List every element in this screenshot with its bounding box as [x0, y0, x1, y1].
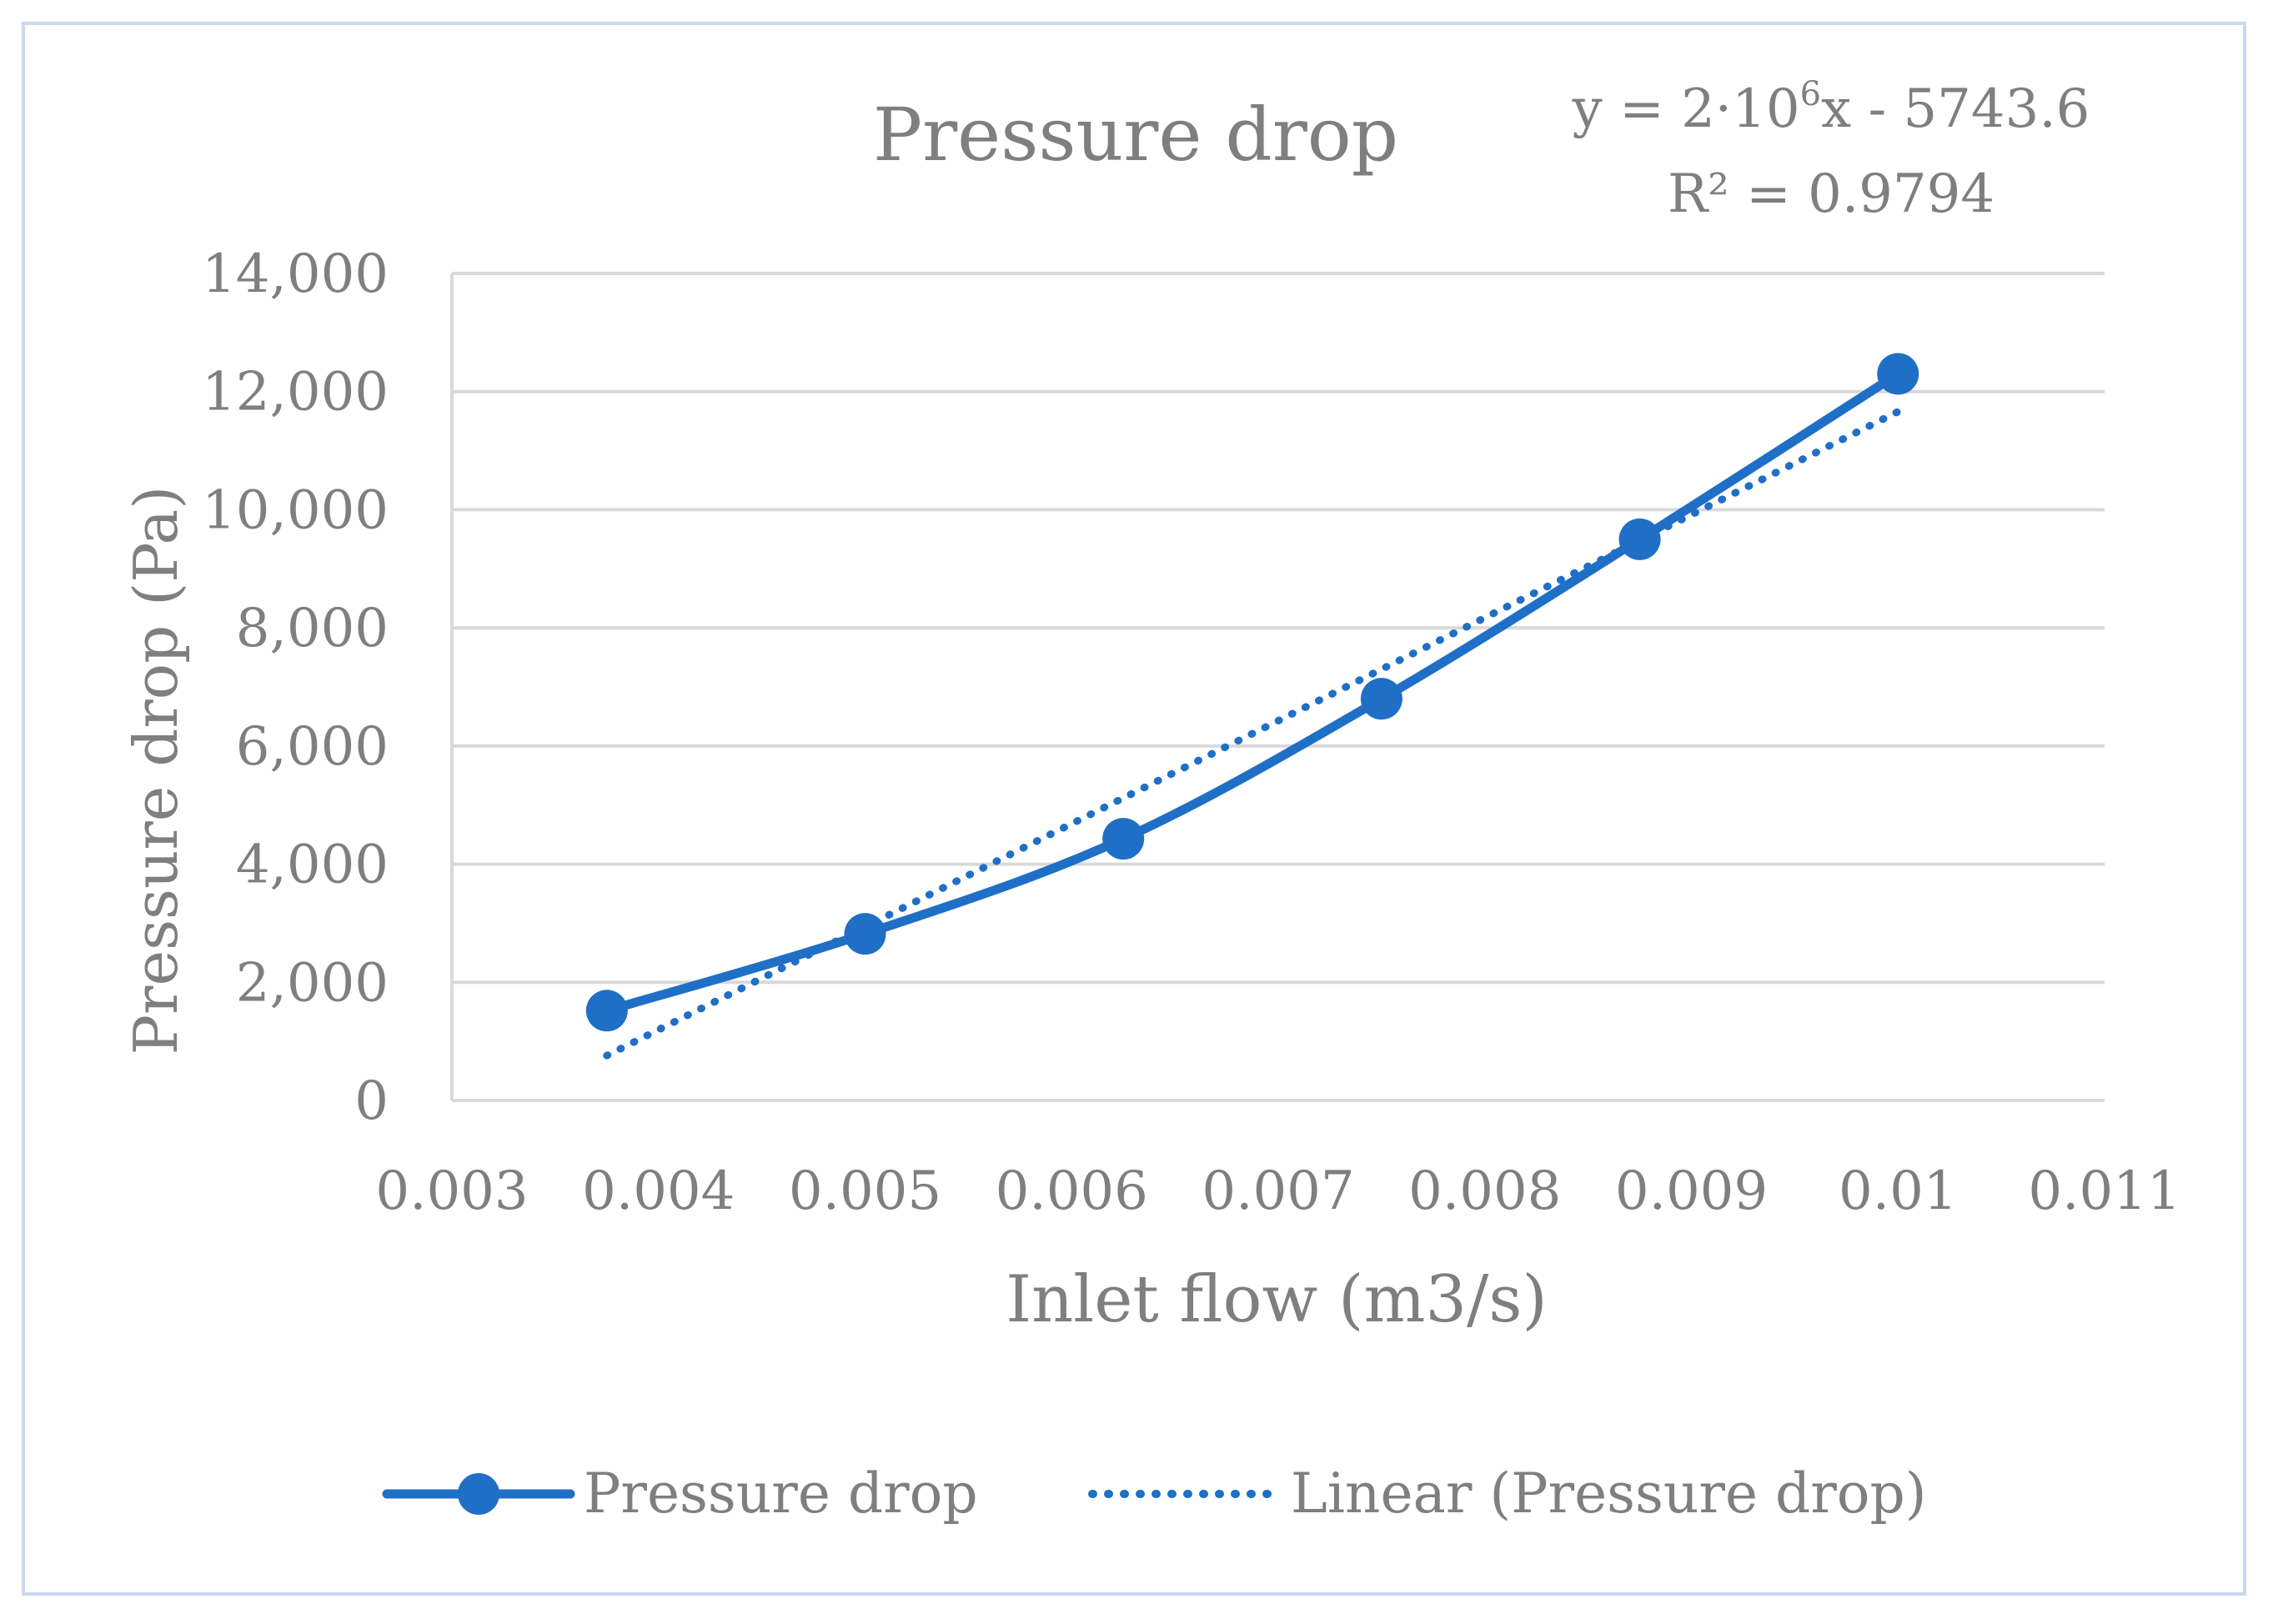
y-tick-label: 4,000	[236, 835, 389, 896]
data-point	[1102, 818, 1145, 860]
series	[585, 353, 1919, 1060]
x-tick-label: 0.007	[1202, 1160, 1354, 1222]
data-point	[585, 990, 628, 1032]
legend-label-linear-trend: Linear (Pressure drop)	[1291, 1461, 1927, 1526]
x-tick-label: 0.008	[1408, 1160, 1561, 1222]
data-point	[1618, 518, 1661, 560]
data-point	[844, 913, 886, 955]
axes: 0 2,000 4,000 6,000 8,000 10,000 12,000 14,000 0…	[202, 243, 2181, 1222]
trendline-equation: y = 2·106x - 5743.6	[1572, 75, 2090, 140]
y-tick-label: 14,000	[202, 243, 389, 305]
chart-frame	[22, 22, 2246, 1596]
x-tick-label: 0.004	[582, 1160, 735, 1222]
x-tick-label: 0.005	[789, 1160, 941, 1222]
x-tick-label: 0.011	[2028, 1160, 2180, 1222]
y-tick-label: 12,000	[202, 362, 389, 424]
legend-label-pressure-drop: Pressure drop	[584, 1461, 978, 1526]
y-tick-label: 2,000	[236, 952, 389, 1014]
data-point	[1877, 353, 1919, 395]
equation-suffix: x - 5743.6	[1821, 78, 2090, 140]
equation-exponent: 6	[1800, 75, 1821, 113]
x-tick-label: 0.009	[1615, 1160, 1768, 1222]
legend: Pressure drop Linear (Pressure drop)	[382, 1461, 1927, 1526]
equation-prefix: y = 2·10	[1572, 78, 1800, 140]
y-tick-label: 8,000	[236, 598, 389, 659]
y-tick-label: 0	[354, 1070, 389, 1132]
pressure-drop-line	[602, 368, 1903, 1015]
y-tick-label: 6,000	[236, 716, 389, 778]
y-axis-title: Pressure drop (Pa)	[121, 486, 191, 1055]
x-tick-label: 0.01	[1839, 1160, 1958, 1222]
chart-title: Pressure drop	[873, 92, 1398, 178]
r-squared-label: R² = 0.9794	[1668, 163, 1995, 225]
y-tick-label: 10,000	[202, 479, 389, 541]
x-tick-label: 0.003	[375, 1160, 528, 1222]
legend-marker-pressure-drop	[458, 1473, 499, 1515]
gridlines	[452, 272, 2105, 985]
x-tick-label: 0.006	[996, 1160, 1148, 1222]
x-axis-title: Inlet flow (m3/s)	[1006, 1262, 1548, 1337]
data-point	[1360, 678, 1402, 720]
